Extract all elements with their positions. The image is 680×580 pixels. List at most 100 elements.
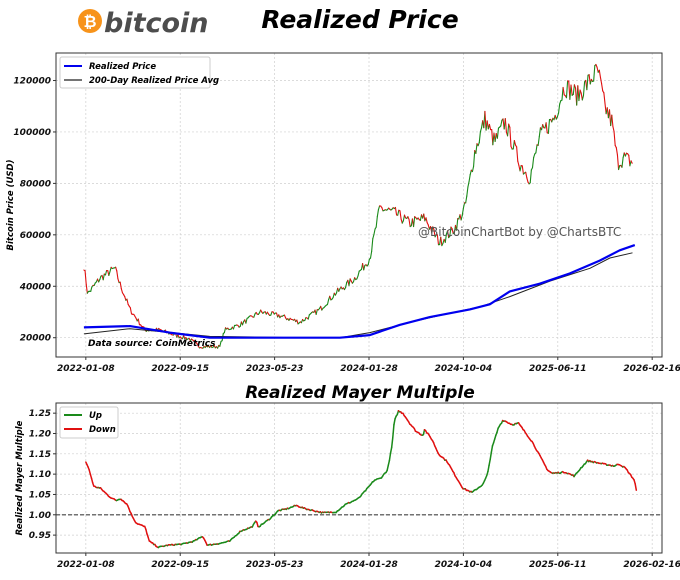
price-segment	[530, 170, 531, 183]
price-segment	[138, 319, 139, 325]
price-segment	[414, 217, 415, 227]
mayer-segment	[389, 453, 390, 460]
price-segment	[86, 284, 87, 293]
price-segment	[534, 154, 535, 158]
price-segment	[377, 210, 378, 217]
price-segment	[378, 206, 379, 210]
legend-label: 200-Day Realized Price Avg	[89, 76, 219, 86]
price-segment	[522, 166, 523, 174]
price-segment	[461, 215, 462, 220]
price-segment	[520, 166, 521, 171]
price-segment	[517, 147, 518, 161]
price-segment	[480, 128, 481, 132]
price-segment	[563, 87, 564, 94]
plot-frame	[56, 53, 662, 357]
price-segment	[409, 219, 410, 226]
price-segment	[573, 85, 574, 95]
price-segment	[426, 218, 427, 223]
price-segment	[613, 127, 614, 132]
x-tick-label: 2022-01-08	[57, 560, 115, 570]
price-segment	[127, 299, 128, 304]
price-segment	[501, 120, 502, 126]
price-segment	[548, 120, 549, 134]
price-segment	[400, 211, 401, 219]
mayer-chart-title: Realized Mayer Multiple	[245, 383, 475, 403]
price-segment	[395, 207, 396, 215]
price-segment	[566, 81, 567, 98]
price-segment	[374, 229, 375, 235]
y-tick-label: 1.20	[29, 429, 51, 439]
price-segment	[316, 310, 317, 315]
price-segment	[518, 161, 519, 165]
price-segment	[514, 141, 515, 145]
price-segment	[308, 315, 309, 319]
price-segment	[600, 77, 601, 83]
price-segment	[121, 289, 122, 293]
y-tick-label: 1.00	[29, 511, 51, 521]
price-segment	[474, 151, 475, 167]
x-tick-label: 2022-09-15	[151, 560, 209, 570]
y-tick-label: 60000	[20, 231, 51, 241]
price-segment	[130, 308, 131, 314]
price-segment	[631, 161, 632, 163]
y-tick-label: 100000	[13, 128, 51, 138]
mayer-segment	[394, 419, 395, 425]
price-segment	[468, 182, 469, 187]
y-tick-label: 120000	[13, 77, 51, 87]
price-segment	[612, 115, 613, 126]
price-segment	[376, 217, 377, 227]
price-segment	[372, 239, 373, 252]
price-segment	[346, 282, 347, 287]
price-segment	[510, 127, 511, 146]
price-segment	[466, 196, 467, 203]
y-tick-label: 80000	[20, 179, 51, 189]
x-tick-label: 2022-09-15	[151, 364, 209, 374]
x-tick-label: 2025-06-11	[529, 560, 587, 570]
price-segment	[622, 158, 623, 168]
price-segment	[479, 132, 480, 143]
price-segment	[368, 259, 369, 264]
price-segment	[85, 271, 86, 284]
price-segment	[105, 271, 106, 275]
legend-label: Realized Price	[89, 62, 156, 72]
price-segment	[594, 66, 595, 81]
mayer-segment	[490, 452, 491, 459]
price-segment	[472, 166, 473, 171]
price-segment	[616, 148, 617, 155]
price-segment	[327, 300, 328, 305]
price-segment	[599, 70, 600, 77]
y-axis-label: Bitcoin Price (USD)	[6, 159, 16, 250]
y-axis-label: Realized Mayer Multiple	[15, 420, 25, 535]
y-tick-label: 20000	[20, 334, 51, 344]
price-segment	[602, 84, 603, 91]
legend-label: Up	[89, 411, 102, 421]
realized-price-line	[84, 245, 635, 338]
data-source-note: Data source: CoinMetrics	[88, 339, 216, 349]
price-segment	[109, 272, 110, 276]
price-segment	[371, 251, 372, 258]
mayer-segment	[393, 425, 394, 438]
price-segment	[559, 104, 560, 113]
bitcoin-wordmark: bitcoin	[104, 8, 209, 39]
price-segment	[579, 90, 580, 100]
x-tick-label: 2022-01-08	[57, 364, 115, 374]
bitcoin-symbol: ₿	[83, 12, 96, 31]
price-segment	[532, 158, 533, 168]
x-tick-label: 2026-02-16	[623, 364, 680, 374]
price-segment	[539, 128, 540, 137]
price-segment	[546, 123, 547, 133]
price-segment	[582, 96, 583, 100]
price-segment	[220, 341, 221, 346]
bitcoin-logo: ₿ bitcoin	[78, 8, 209, 39]
price-segment	[364, 265, 365, 269]
price-segment	[583, 82, 584, 96]
price-segment	[587, 75, 588, 89]
y-tick-label: 0.95	[29, 531, 51, 541]
mayer-segment	[635, 484, 636, 490]
price-segment	[476, 144, 477, 154]
price-segment	[373, 235, 374, 239]
price-segment	[508, 124, 509, 136]
price-segment	[527, 178, 528, 182]
